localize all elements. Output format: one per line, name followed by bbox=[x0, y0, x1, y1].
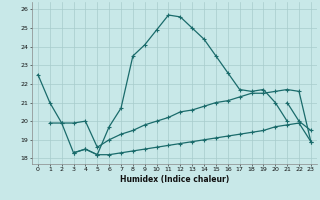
X-axis label: Humidex (Indice chaleur): Humidex (Indice chaleur) bbox=[120, 175, 229, 184]
